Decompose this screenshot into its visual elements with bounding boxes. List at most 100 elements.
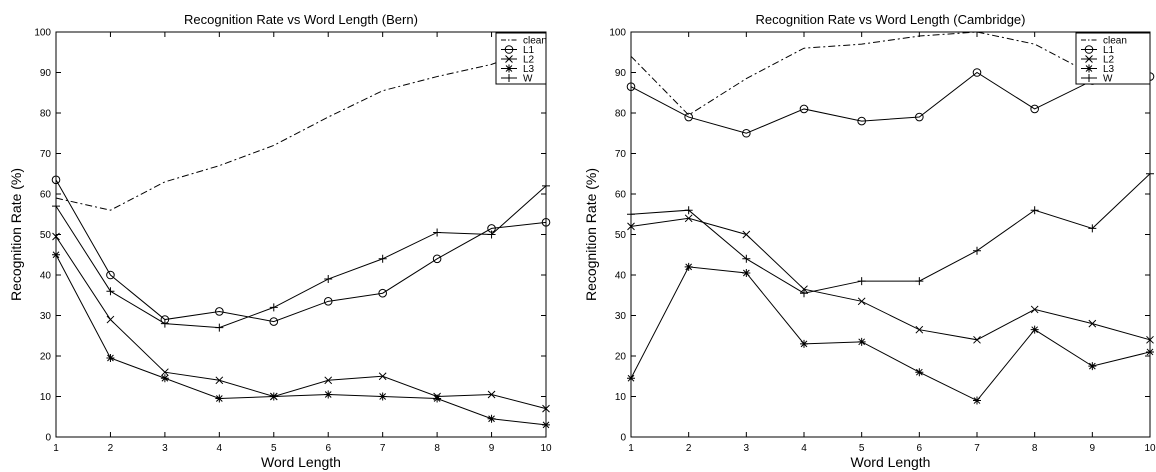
data-point-w: [857, 277, 866, 286]
series-line-w: [55, 185, 547, 329]
data-point-l3: [269, 392, 278, 401]
chart-cambridge: Recognition Rate vs Word Length (Cambrid…: [583, 12, 1156, 470]
data-point-w: [973, 246, 981, 255]
data-point-l3: [378, 392, 387, 401]
legend-marker-l1: [504, 45, 514, 54]
y-tick-label: 90: [615, 68, 627, 79]
data-point-l3: [542, 420, 550, 429]
y-tick-label: 10: [40, 392, 52, 403]
legend-marker-w: [1085, 74, 1093, 82]
data-point-l2: [742, 230, 751, 239]
series-clean: [55, 43, 547, 211]
data-point-l2: [324, 376, 333, 385]
x-axis-label: Word Length: [851, 454, 931, 470]
data-point-w: [1030, 206, 1039, 215]
data-point-l2: [106, 315, 115, 324]
series-line-l1: [630, 71, 1151, 134]
legend-label-l1: L1: [523, 45, 535, 56]
data-point-l1: [323, 297, 333, 306]
data-point-l2: [378, 372, 387, 381]
data-point-w: [378, 254, 387, 263]
data-point-l1: [684, 112, 693, 122]
data-point-l2: [1088, 319, 1097, 328]
data-point-w: [269, 303, 278, 312]
x-tick-label: 4: [801, 443, 807, 454]
y-tick-label: 20: [615, 352, 627, 363]
y-axis-label: Recognition Rate (%): [8, 168, 24, 301]
data-point-l1: [915, 112, 924, 122]
data-point-l3: [215, 394, 224, 403]
y-tick-label: 60: [615, 190, 627, 201]
data-point-l3: [800, 339, 808, 348]
series-line-l3: [55, 254, 547, 426]
legend-marker-w: [505, 74, 513, 82]
y-tick-label: 50: [615, 230, 627, 241]
x-tick-label: 4: [217, 443, 223, 454]
y-tick-label: 100: [609, 28, 626, 39]
x-tick-label: 9: [1090, 443, 1096, 454]
x-tick-label: 2: [108, 443, 114, 454]
y-tick-label: 70: [40, 149, 52, 160]
series-l3: [52, 250, 550, 429]
data-point-w: [52, 202, 60, 211]
chart-title: Recognition Rate vs Word Length (Cambrid…: [755, 12, 1025, 27]
x-tick-label: 10: [540, 443, 552, 454]
data-point-l3: [433, 394, 442, 403]
data-point-l1: [857, 116, 866, 126]
data-point-w: [627, 210, 635, 219]
series-line-clean: [630, 31, 1151, 116]
data-point-w: [1146, 169, 1154, 178]
data-point-l1: [541, 218, 551, 227]
data-point-l3: [52, 250, 60, 259]
series-w: [52, 181, 550, 332]
x-tick-label: 10: [1144, 443, 1156, 454]
data-point-w: [487, 230, 496, 239]
legend-marker-l2: [505, 55, 513, 63]
x-tick-label: 1: [628, 443, 634, 454]
legend-label-w: W: [1103, 74, 1113, 85]
x-tick-label: 8: [434, 443, 440, 454]
data-point-l3: [915, 368, 924, 377]
series-w: [627, 169, 1154, 298]
x-tick-label: 2: [686, 443, 692, 454]
y-tick-label: 80: [615, 109, 627, 120]
legend-label-l2: L2: [1103, 55, 1115, 66]
series-line-l3: [630, 266, 1151, 402]
data-point-l3: [627, 374, 635, 383]
series-line-l2: [630, 217, 1151, 341]
y-tick-label: 70: [615, 149, 627, 160]
y-tick-label: 40: [615, 271, 627, 282]
data-point-l1: [626, 82, 636, 91]
data-point-w: [800, 289, 808, 298]
data-point-l1: [972, 68, 982, 77]
data-point-l3: [857, 337, 866, 346]
y-tick-label: 20: [40, 352, 52, 363]
data-point-w: [915, 277, 924, 286]
legend-marker-l3: [505, 64, 513, 73]
y-tick-label: 80: [40, 109, 52, 120]
x-tick-label: 5: [859, 443, 865, 454]
x-axis-label: Word Length: [261, 454, 341, 470]
x-tick-label: 9: [489, 443, 495, 454]
series-line-w: [630, 173, 1151, 294]
data-point-l1: [51, 175, 61, 185]
data-point-l3: [1030, 325, 1039, 334]
data-point-l1: [432, 254, 442, 264]
plot-frame: [55, 31, 547, 438]
data-point-w: [106, 287, 115, 296]
data-point-l3: [973, 396, 981, 405]
y-tick-label: 30: [40, 311, 52, 322]
data-point-l3: [487, 414, 496, 423]
y-tick-label: 0: [45, 433, 51, 444]
x-tick-label: 7: [974, 443, 980, 454]
data-point-w: [215, 323, 224, 332]
data-point-l2: [1030, 305, 1039, 314]
plot-frame: [630, 31, 1151, 438]
legend-label-l1: L1: [1103, 45, 1115, 56]
data-point-l2: [684, 214, 693, 223]
y-tick-label: 0: [620, 433, 626, 444]
legend-label-w: W: [523, 74, 533, 85]
data-point-l3: [1088, 362, 1097, 371]
x-tick-label: 5: [271, 443, 277, 454]
